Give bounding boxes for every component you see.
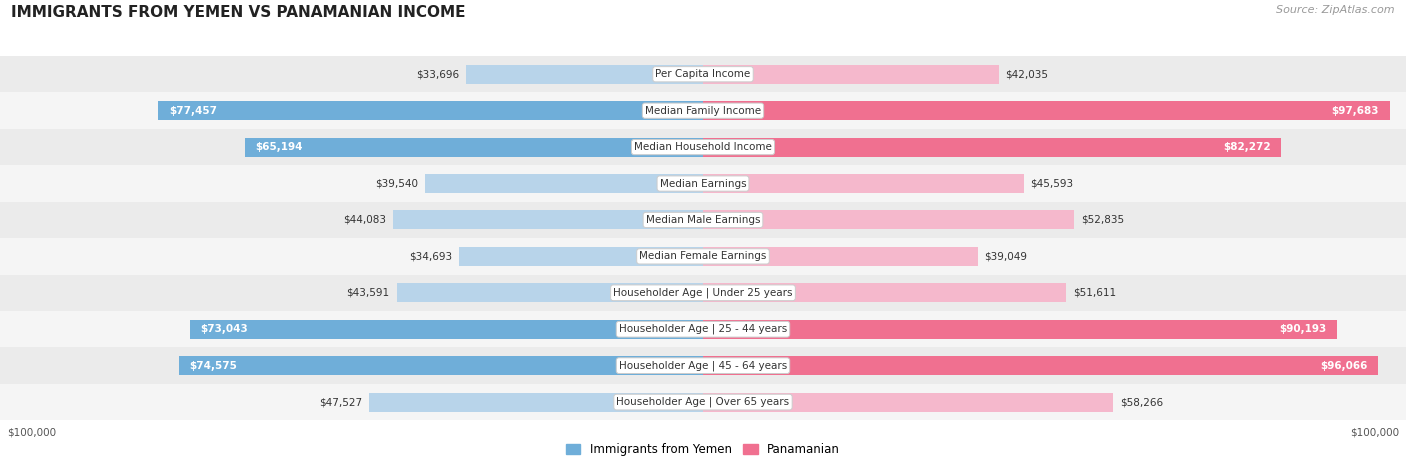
Text: Householder Age | 45 - 64 years: Householder Age | 45 - 64 years (619, 361, 787, 371)
Bar (394, 211, 703, 229)
Text: $65,194: $65,194 (256, 142, 302, 152)
Text: Per Capita Income: Per Capita Income (655, 69, 751, 79)
Text: Median Family Income: Median Family Income (645, 106, 761, 116)
Bar (368, 393, 703, 411)
Bar (159, 101, 703, 120)
Bar (0, 56, 1406, 92)
Bar (703, 247, 977, 266)
Bar (0, 275, 1406, 311)
Bar (0, 311, 1406, 347)
Bar (0, 347, 1406, 384)
Text: $90,193: $90,193 (1279, 324, 1326, 334)
Bar (703, 393, 1112, 411)
Bar (179, 356, 703, 375)
Bar (703, 283, 1066, 302)
Text: Median Earnings: Median Earnings (659, 178, 747, 189)
Text: $96,066: $96,066 (1320, 361, 1368, 371)
Bar (0, 202, 1406, 238)
Bar (703, 356, 1378, 375)
Text: $82,272: $82,272 (1223, 142, 1271, 152)
Bar (703, 138, 1281, 156)
Bar (0, 165, 1406, 202)
Bar (0, 384, 1406, 420)
Text: Median Household Income: Median Household Income (634, 142, 772, 152)
Text: $34,693: $34,693 (409, 251, 453, 262)
Text: $77,457: $77,457 (169, 106, 217, 116)
Text: $47,527: $47,527 (319, 397, 361, 407)
Text: Median Female Earnings: Median Female Earnings (640, 251, 766, 262)
Text: $45,593: $45,593 (1031, 178, 1074, 189)
Text: $39,049: $39,049 (984, 251, 1028, 262)
Bar (703, 65, 998, 84)
Bar (0, 238, 1406, 275)
Text: $100,000: $100,000 (1350, 427, 1399, 437)
Text: $97,683: $97,683 (1331, 106, 1379, 116)
Text: Median Male Earnings: Median Male Earnings (645, 215, 761, 225)
Bar (703, 174, 1024, 193)
Bar (467, 65, 703, 84)
Text: $42,035: $42,035 (1005, 69, 1049, 79)
Bar (245, 138, 703, 156)
Text: IMMIGRANTS FROM YEMEN VS PANAMANIAN INCOME: IMMIGRANTS FROM YEMEN VS PANAMANIAN INCO… (11, 5, 465, 20)
Bar (703, 320, 1337, 339)
Bar (396, 283, 703, 302)
Bar (703, 101, 1389, 120)
Bar (425, 174, 703, 193)
Text: Householder Age | Under 25 years: Householder Age | Under 25 years (613, 288, 793, 298)
Text: $51,611: $51,611 (1073, 288, 1116, 298)
Text: $52,835: $52,835 (1081, 215, 1125, 225)
Bar (190, 320, 703, 339)
Text: $73,043: $73,043 (200, 324, 247, 334)
Legend: Immigrants from Yemen, Panamanian: Immigrants from Yemen, Panamanian (561, 439, 845, 461)
Bar (460, 247, 703, 266)
Bar (0, 129, 1406, 165)
Bar (703, 211, 1074, 229)
Text: $33,696: $33,696 (416, 69, 460, 79)
Text: Householder Age | 25 - 44 years: Householder Age | 25 - 44 years (619, 324, 787, 334)
Text: Source: ZipAtlas.com: Source: ZipAtlas.com (1277, 5, 1395, 14)
Text: $43,591: $43,591 (346, 288, 389, 298)
Text: $74,575: $74,575 (190, 361, 238, 371)
Text: $58,266: $58,266 (1119, 397, 1163, 407)
Text: Householder Age | Over 65 years: Householder Age | Over 65 years (616, 397, 790, 407)
Bar (0, 92, 1406, 129)
Text: $39,540: $39,540 (375, 178, 418, 189)
Text: $44,083: $44,083 (343, 215, 387, 225)
Text: $100,000: $100,000 (7, 427, 56, 437)
